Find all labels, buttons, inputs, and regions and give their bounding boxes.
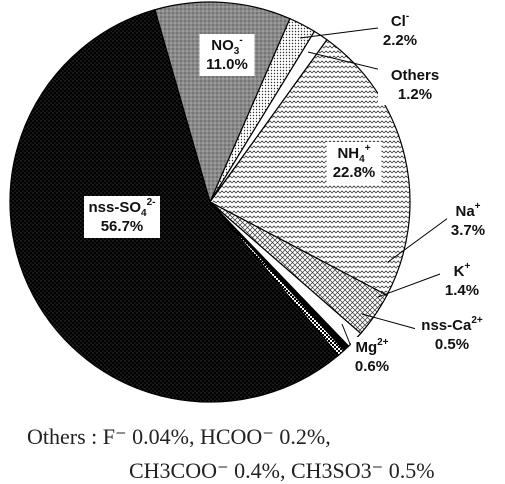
label-value-na-: 3.7% [451,222,485,239]
label-no3-: NO3-11.0% [199,34,255,76]
label-cl-: Cl- 2.2% [379,11,421,51]
pie-slice-nh4- [209,38,411,297]
leader-line-k- [377,273,441,298]
label-value-others: 1.2% [398,86,432,103]
label-backing-na- [447,201,489,241]
label-name-mg2-: Mg2+ [355,337,388,356]
label-name-nss-so42-: nss-SO42- [89,197,156,219]
pie-slice-no3- [154,1,291,204]
others-footnote-text-2: CH3COO⁻ 0.4%, CH3SO3⁻ 0.5% [129,458,435,483]
label-box-nss-so42- [84,196,160,238]
label-value-nss-so42-: 56.7% [101,218,144,235]
leader-line-na- [387,217,449,263]
label-others: Others 1.2% [378,65,452,105]
label-name-others: Others [391,67,439,84]
label-k-: K+ 1.4% [441,261,483,301]
slice-labels: NO3-11.0% Cl- 2.2% Others 1.2% NH4+22.8% Na+ 3.… [84,11,489,377]
label-value-cl-: 2.2% [383,32,417,49]
label-value-no3-: 11.0% [206,56,248,73]
pie-slice-nss-so42- [9,9,340,403]
others-footnote-line-2: CH3COO⁻ 0.4%, CH3SO3⁻ 0.5% [118,432,435,484]
label-name-cl-: Cl- [391,11,409,30]
label-nss-ca2-: nss-Ca2+ 0.5% [415,315,489,355]
others-footnote-line-1: Others : F⁻ 0.04%, HCOO⁻ 0.2%, [16,398,331,450]
others-footnote-text-1: Others : F⁻ 0.04%, HCOO⁻ 0.2%, [27,424,331,449]
label-name-nss-ca2-: nss-Ca2+ [421,315,483,334]
label-name-nh4-: NH4+ [337,143,370,165]
label-backing-cl- [379,11,421,51]
label-backing-mg2- [351,337,393,377]
label-box-nh4- [326,142,382,184]
label-value-nss-ca2-: 0.5% [435,336,469,353]
label-value-k-: 1.4% [445,282,479,299]
label-nss-so42-: nss-SO42-56.7% [84,196,160,238]
label-name-na-: Na+ [455,201,480,220]
label-mg2-: Mg2+ 0.6% [351,337,393,377]
label-name-no3-: NO3- [211,35,242,57]
leader-line-mg2- [341,323,351,345]
label-value-nh4-: 22.8% [333,164,376,181]
label-name-k-: K+ [454,261,471,280]
label-backing-others [378,65,452,105]
pie-chart: NO3-11.0% Cl- 2.2% Others 1.2% NH4+22.8% Na+ 3.… [9,1,489,403]
leader-line-cl- [299,27,379,39]
label-value-mg2-: 0.6% [355,358,389,375]
leader-line-nss-ca2- [361,313,421,331]
label-nh4-: NH4+22.8% [326,142,382,184]
label-backing-k- [441,261,483,301]
label-box-no3- [199,34,255,76]
label-backing-nss-ca2- [415,315,489,355]
pie-slices [9,1,411,403]
label-na-: Na+ 3.7% [447,201,489,241]
